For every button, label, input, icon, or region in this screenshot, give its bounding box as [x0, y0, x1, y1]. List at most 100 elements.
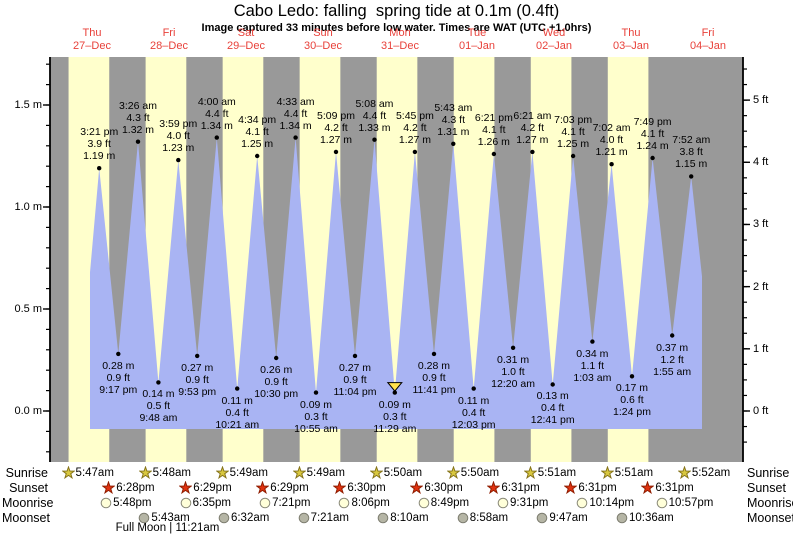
tide-point-marker [491, 151, 497, 157]
tide-annotation-line: 4.3 ft [126, 111, 150, 124]
tide-annotation-line: 0.28 m [102, 359, 135, 372]
day-weekday: Thu [82, 27, 102, 39]
astro-time: 10:57pm [668, 496, 714, 509]
tide-annotation-line: 0.27 m [338, 361, 372, 374]
tide-annotation-line: 11:29 am [373, 422, 417, 435]
moonrise-entry: 8:49pm [418, 496, 469, 509]
tide-annotation-line: 0.13 m [536, 390, 569, 403]
tide-annotation-line: 0.9 ft [422, 371, 446, 384]
astro-time: 8:49pm [430, 496, 470, 509]
axis-tick-label-left: 1.5 m [14, 99, 42, 111]
tide-annotation-line: 3:59 pm [159, 118, 198, 131]
day-date: 01–Jan [458, 40, 496, 52]
sunrise-entry: 5:49am [215, 466, 269, 479]
tide-point-marker [255, 153, 260, 159]
tide-annotation-line: 0.11 m [221, 394, 253, 407]
day-label: Sat 29–Dec [204, 27, 288, 53]
sunset-icon [102, 481, 116, 494]
tide-point-marker [609, 162, 614, 167]
moonset-entry: 10:36am [616, 511, 674, 524]
astro-time: 5:49am [229, 466, 269, 479]
moonrise-icon [100, 497, 112, 508]
tide-annotation-line: 3.8 ft [679, 146, 703, 159]
tide-annotation-line: 0.9 ft [343, 373, 367, 386]
moonset-entry: 8:58am [457, 511, 508, 524]
sunrise-entry: 5:51am [600, 466, 653, 479]
tide-point-marker [293, 135, 298, 140]
day-label: Wed 02–Jan [512, 27, 596, 53]
moonrise-entry: 8:06pm [338, 496, 390, 509]
tide-annotation-high: 4:33 am 4.4 ft 1.34 m [251, 96, 341, 132]
axis-tick-label-left: 0.0 m [14, 405, 42, 417]
sunset-icon [256, 481, 270, 494]
moonrise-icon [656, 497, 667, 508]
sunset-entry: 6:29pm [256, 481, 309, 494]
tide-point-marker [352, 353, 358, 359]
astro-time: 5:50am [460, 466, 500, 479]
tide-annotation-line: 4.1 ft [561, 126, 585, 138]
sunset-entry: 6:31pm [641, 481, 694, 494]
tide-annotation-line: 4.1 ft [245, 126, 269, 138]
sunset-icon [487, 481, 501, 494]
tide-annotation-line: 1.19 m [83, 150, 116, 163]
tide-annotation-line: 1.31 m [437, 125, 470, 138]
axis-tick-label-right: 4 ft [753, 156, 769, 169]
sunset-icon [333, 481, 347, 494]
moonrise-icon [339, 497, 350, 508]
tide-annotation-line: 1.27 m [398, 133, 431, 146]
astro-time: 6:31pm [501, 481, 540, 494]
astro-time: 6:32am [230, 511, 270, 524]
tide-point-marker [689, 174, 694, 179]
sunset-entry: 6:30pm [410, 481, 463, 494]
tide-annotation-line: 0.3 ft [304, 410, 328, 423]
tide-annotation-line: 7:49 pm [633, 116, 672, 129]
day-label: Sun 30–Dec [281, 27, 365, 53]
tide-point-marker [650, 155, 655, 161]
moonset-icon [377, 512, 389, 523]
sunset-entry: 6:28pm [102, 481, 155, 494]
tide-annotation-line: 0.14 m [142, 388, 175, 401]
day-date: 29–Dec [227, 40, 265, 52]
tide-annotation-line: 7:03 pm [554, 114, 593, 126]
astro-time: 7:21pm [272, 496, 311, 509]
tide-annotation-line: 1:24 pm [613, 406, 651, 419]
tide-annotation-low: 0.28 m 0.9 ft 9:17 pm [73, 360, 163, 396]
tide-annotation-line: 4.3 ft [441, 113, 465, 126]
sunrise-icon [677, 466, 691, 479]
astro-time: 10:36am [629, 511, 674, 524]
tide-annotation-line: 1.34 m [279, 119, 312, 132]
tide-point-marker [530, 149, 535, 155]
astro-time: 5:48pm [113, 496, 152, 509]
tide-point-marker [235, 386, 240, 391]
sunrise-icon [600, 466, 614, 479]
moonset-icon [537, 512, 548, 523]
sunset-entry: 6:31pm [487, 481, 540, 494]
tide-annotation-high: 7:52 am 3.8 ft 1.15 m [646, 134, 736, 170]
sunrise-entry: 5:48am [138, 466, 191, 479]
sunset-row-label-left: Sunset [9, 481, 48, 495]
sunrise-entry: 5:49am [292, 466, 345, 479]
sunset-entry: 6:31pm [564, 481, 617, 494]
tide-annotation-line: 0.09 m [299, 398, 333, 411]
tide-annotation-high: 3:21 pm 3.9 ft 1.19 m [54, 126, 144, 162]
tide-annotation-line: 1.15 m [675, 158, 708, 171]
tide-annotation-line: 1.2 ft [660, 353, 684, 366]
moonrise-row-label-left: Moonrise [2, 496, 54, 510]
moonset-icon [616, 512, 628, 523]
tide-annotation-line: 4.4 ft [205, 107, 229, 120]
tide-annotation-line: 4.0 ft [599, 134, 624, 147]
moonset-entry: 9:47am [536, 511, 588, 524]
tide-annotation-line: 5:09 pm [317, 109, 355, 122]
tide-annotation-line: 6:21 pm [474, 111, 513, 124]
sunrise-icon [446, 466, 460, 479]
tide-annotation-line: 4:33 am [276, 95, 315, 108]
moonrise-icon [497, 497, 509, 508]
tide-point-marker [135, 139, 141, 144]
tide-annotation-line: 4.1 ft [482, 123, 506, 136]
day-date: 04–Jan [689, 40, 727, 52]
tide-annotation-low: 0.28 m 0.9 ft 11:41 pm [389, 360, 479, 396]
tide-annotation-low: 0.09 m 0.3 ft 11:29 am [350, 399, 440, 435]
moonset-icon [457, 512, 469, 523]
tide-annotation-line: 4:00 am [197, 95, 236, 108]
tide-annotation-high: 7:49 pm 4.1 ft 1.24 m [608, 116, 698, 152]
